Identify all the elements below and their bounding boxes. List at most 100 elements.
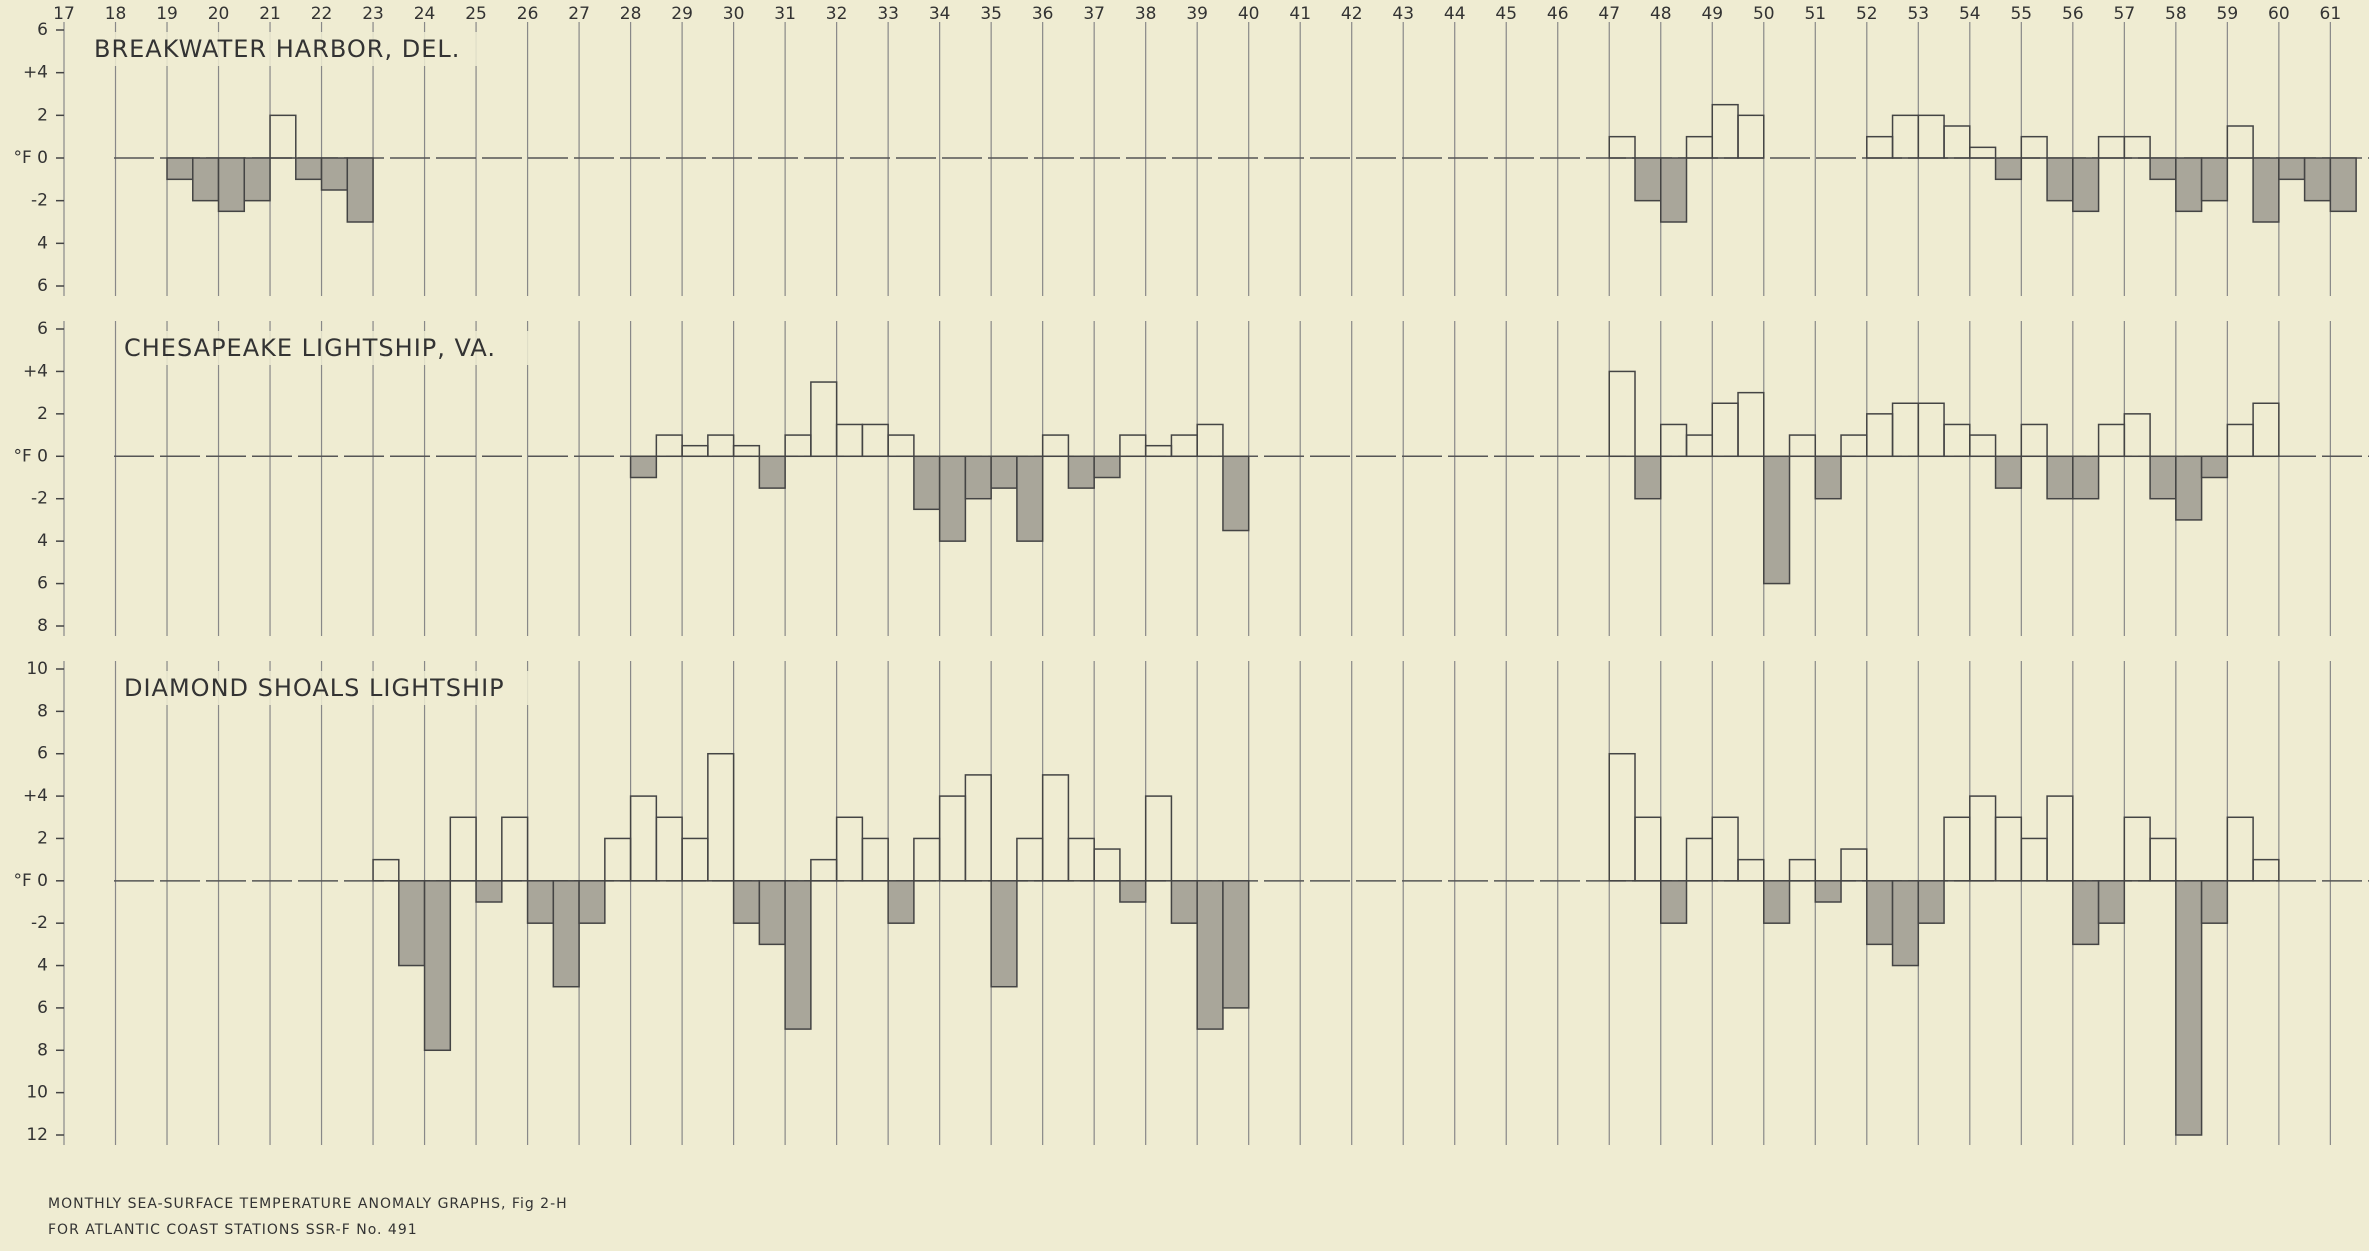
bar [1737, 858, 1765, 882]
bar [1737, 391, 1765, 458]
y-tick-label: 6 [37, 998, 48, 1018]
x-tick-label: 58 [2165, 4, 2187, 24]
bar [2020, 135, 2048, 159]
bar [1608, 135, 1636, 159]
bar [2123, 816, 2151, 882]
bar [1866, 880, 1894, 946]
bar [810, 381, 838, 458]
bar [1969, 146, 1997, 159]
x-tick-label: 41 [1289, 4, 1311, 24]
y-tick-label: 4 [37, 531, 48, 551]
bar [835, 423, 864, 458]
y-tick-label: °F 0 [14, 446, 49, 466]
bar [913, 455, 941, 511]
bar [2329, 157, 2357, 213]
x-tick-label: 32 [826, 4, 848, 24]
x-tick-label: 30 [723, 4, 745, 24]
bar [1891, 402, 1920, 458]
bar [758, 880, 786, 946]
bar [655, 816, 683, 882]
y-tick-label: 8 [37, 701, 48, 721]
bar [732, 444, 761, 458]
bar [784, 434, 812, 458]
bar [501, 816, 529, 882]
y-tick-label: 8 [37, 1040, 48, 1060]
bar [1891, 880, 1920, 967]
bar [1093, 455, 1121, 479]
x-tick-label: 35 [980, 4, 1002, 24]
x-tick-label: 60 [2268, 4, 2290, 24]
bar [1840, 434, 1868, 458]
bar [1660, 423, 1688, 458]
x-tick-label: 52 [1856, 4, 1878, 24]
bar [1994, 455, 2023, 489]
x-tick-label: 37 [1083, 4, 1105, 24]
bar [1891, 114, 1920, 159]
bar [2149, 455, 2177, 500]
bar [269, 114, 297, 159]
bar [2252, 858, 2280, 882]
x-tick-label: 36 [1032, 4, 1054, 24]
y-tick-label: 4 [37, 233, 48, 253]
x-tick-label: 22 [311, 4, 333, 24]
panel-title: BREAKWATER HARBOR, DEL. [94, 35, 460, 63]
x-tick-label: 53 [1907, 4, 1929, 24]
y-tick-label: 10 [26, 1083, 48, 1103]
bar [2200, 455, 2229, 479]
bar [964, 455, 992, 500]
bar [990, 455, 1018, 489]
bar [2046, 455, 2074, 500]
y-tick-label: -2 [31, 489, 48, 509]
bar [1994, 157, 2023, 181]
x-tick-label: 56 [2062, 4, 2084, 24]
x-tick-label: 26 [517, 4, 539, 24]
bar [1119, 434, 1147, 458]
y-tick-label: °F 0 [14, 148, 49, 168]
x-tick-label: 18 [105, 4, 127, 24]
x-tick-label: 38 [1135, 4, 1157, 24]
bar [1994, 816, 2023, 882]
x-tick-label: 23 [362, 4, 384, 24]
y-tick-label: 2 [37, 404, 48, 424]
bar [2226, 816, 2254, 882]
bar [1943, 125, 1971, 159]
bar [1969, 795, 1997, 882]
bar [861, 837, 889, 882]
bar [1119, 880, 1147, 903]
bar [2097, 135, 2126, 159]
bar [2046, 795, 2074, 882]
y-tick-label: +4 [23, 361, 48, 381]
bar [2072, 157, 2100, 213]
bar [1016, 455, 1044, 542]
bar [1866, 135, 1894, 159]
bar [887, 434, 915, 458]
bar [1866, 413, 1894, 458]
bar [1067, 837, 1095, 882]
bar [1170, 434, 1198, 458]
x-tick-label: 33 [877, 4, 899, 24]
y-tick-label: 2 [37, 105, 48, 125]
bar [1222, 455, 1250, 532]
bar [372, 858, 400, 882]
y-tick-label: 6 [37, 574, 48, 594]
bar [2020, 837, 2048, 882]
bar [1814, 455, 1842, 500]
bar [913, 837, 941, 882]
bar [1763, 880, 1791, 924]
y-tick-label: 4 [37, 956, 48, 976]
bar [423, 880, 452, 1052]
x-tick-label: 40 [1238, 4, 1260, 24]
bar [1840, 848, 1868, 882]
bar [346, 157, 374, 223]
bar [1608, 370, 1636, 458]
bar [1608, 752, 1636, 882]
bar [2175, 455, 2203, 521]
bar [938, 455, 967, 542]
bar [2200, 880, 2229, 924]
x-tick-label: 49 [1701, 4, 1723, 24]
panel-title: CHESAPEAKE LIGHTSHIP, VA. [124, 334, 496, 362]
bar [2252, 157, 2280, 223]
x-tick-label: 50 [1753, 4, 1775, 24]
bar [990, 880, 1018, 988]
